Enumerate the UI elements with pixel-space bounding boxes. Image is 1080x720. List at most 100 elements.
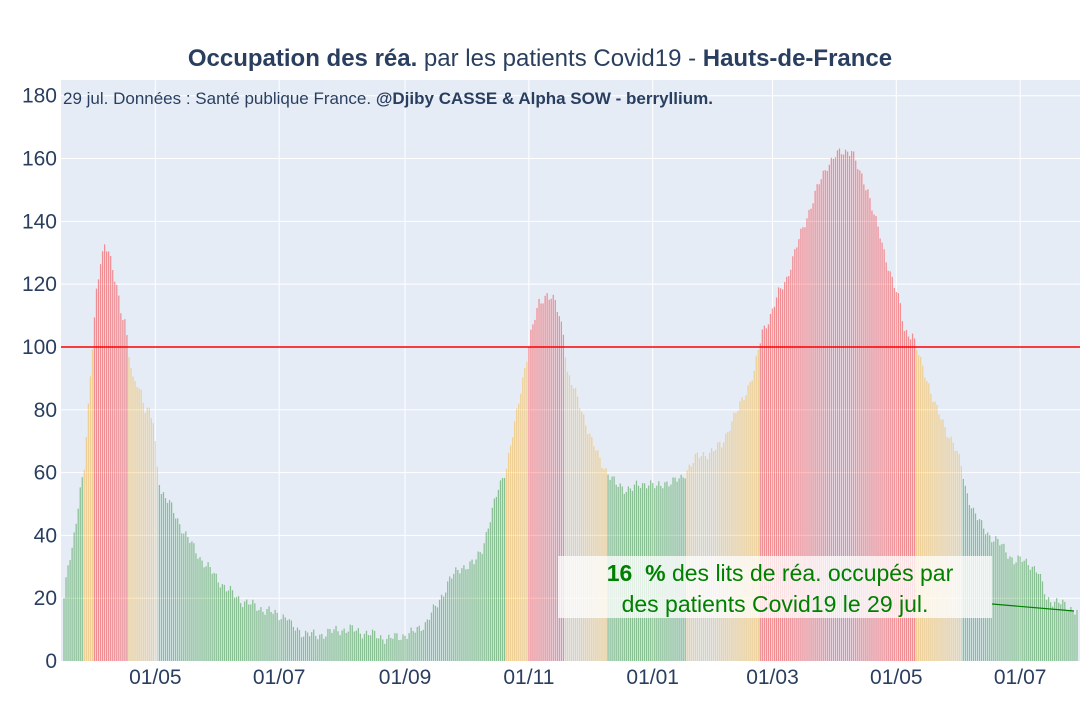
bar: [430, 612, 433, 661]
bar: [67, 565, 69, 661]
bar: [282, 614, 284, 661]
bar: [237, 596, 240, 661]
bar: [576, 396, 579, 661]
bar: [262, 611, 264, 661]
bar: [597, 450, 599, 661]
bar: [828, 164, 830, 661]
bar: [883, 249, 885, 661]
bar: [1045, 599, 1048, 661]
bar: [846, 151, 849, 661]
bar: [455, 567, 457, 661]
bar: [63, 598, 65, 661]
bar: [926, 381, 928, 661]
bar: [1009, 556, 1011, 661]
bar: [1011, 557, 1013, 661]
bar: [834, 157, 837, 661]
bar: [309, 636, 311, 661]
bar: [532, 324, 534, 661]
bar: [773, 306, 776, 661]
bar: [438, 599, 441, 661]
bar: [85, 437, 87, 661]
bar: [1023, 560, 1025, 661]
bar: [359, 633, 362, 661]
title-middle-part: par les patients Covid19 -: [417, 45, 702, 72]
bar: [187, 536, 189, 661]
bar: [733, 412, 735, 661]
bar: [434, 605, 437, 661]
bar: [142, 402, 144, 661]
bar: [207, 562, 209, 661]
y-tick-label: 40: [34, 524, 57, 547]
bar: [103, 244, 106, 661]
bar: [564, 357, 567, 661]
bar: [1025, 558, 1027, 661]
bar: [950, 436, 952, 661]
bar: [239, 603, 242, 661]
bar: [1027, 565, 1029, 661]
bar: [1076, 609, 1078, 661]
bar: [248, 604, 250, 661]
bar: [836, 150, 839, 661]
bar: [595, 450, 597, 661]
bar: [501, 478, 504, 661]
bar: [160, 494, 163, 661]
bar: [512, 437, 514, 661]
bar: [824, 170, 826, 661]
bar: [946, 436, 948, 661]
bar: [280, 619, 282, 661]
bar: [1072, 610, 1074, 661]
y-tick-label: 140: [22, 210, 57, 233]
bar: [952, 442, 954, 661]
bar: [116, 284, 118, 661]
bar: [126, 335, 128, 661]
bar: [786, 276, 788, 661]
bar: [148, 407, 150, 661]
chart-title: Occupation des réa. par les patients Cov…: [188, 45, 892, 72]
bar: [235, 597, 238, 661]
bar: [69, 560, 71, 661]
bar: [369, 635, 372, 661]
bar: [77, 508, 79, 661]
bar: [179, 524, 181, 661]
bar: [229, 585, 232, 661]
bar: [491, 507, 493, 661]
bar: [885, 262, 887, 661]
bar: [290, 620, 292, 661]
bar: [942, 419, 944, 661]
bar: [75, 523, 77, 661]
bar: [140, 389, 142, 661]
bar: [790, 269, 792, 661]
bar: [934, 401, 936, 661]
bar: [830, 157, 832, 661]
bar: [221, 584, 223, 661]
bar: [93, 317, 96, 661]
bar: [796, 247, 798, 662]
bar: [585, 425, 587, 661]
bar: [461, 568, 463, 661]
bar: [477, 551, 479, 661]
bar: [101, 251, 104, 662]
bar: [286, 620, 288, 661]
bar: [507, 452, 510, 661]
bar: [715, 449, 717, 661]
bar: [802, 227, 804, 661]
bar: [916, 349, 918, 661]
bar: [909, 339, 912, 661]
bar: [130, 368, 132, 661]
bar: [418, 625, 420, 661]
bar: [954, 450, 956, 661]
bar: [158, 484, 161, 661]
bar: [451, 578, 453, 661]
bar: [865, 190, 867, 661]
bar: [727, 432, 729, 661]
bar: [524, 368, 526, 661]
bar: [747, 385, 749, 661]
bar: [449, 576, 451, 661]
bar: [325, 636, 327, 661]
bar: [546, 293, 548, 661]
bar: [189, 542, 191, 661]
bar: [936, 404, 938, 661]
bar: [566, 371, 569, 661]
bar: [851, 151, 853, 661]
bar: [940, 419, 942, 661]
